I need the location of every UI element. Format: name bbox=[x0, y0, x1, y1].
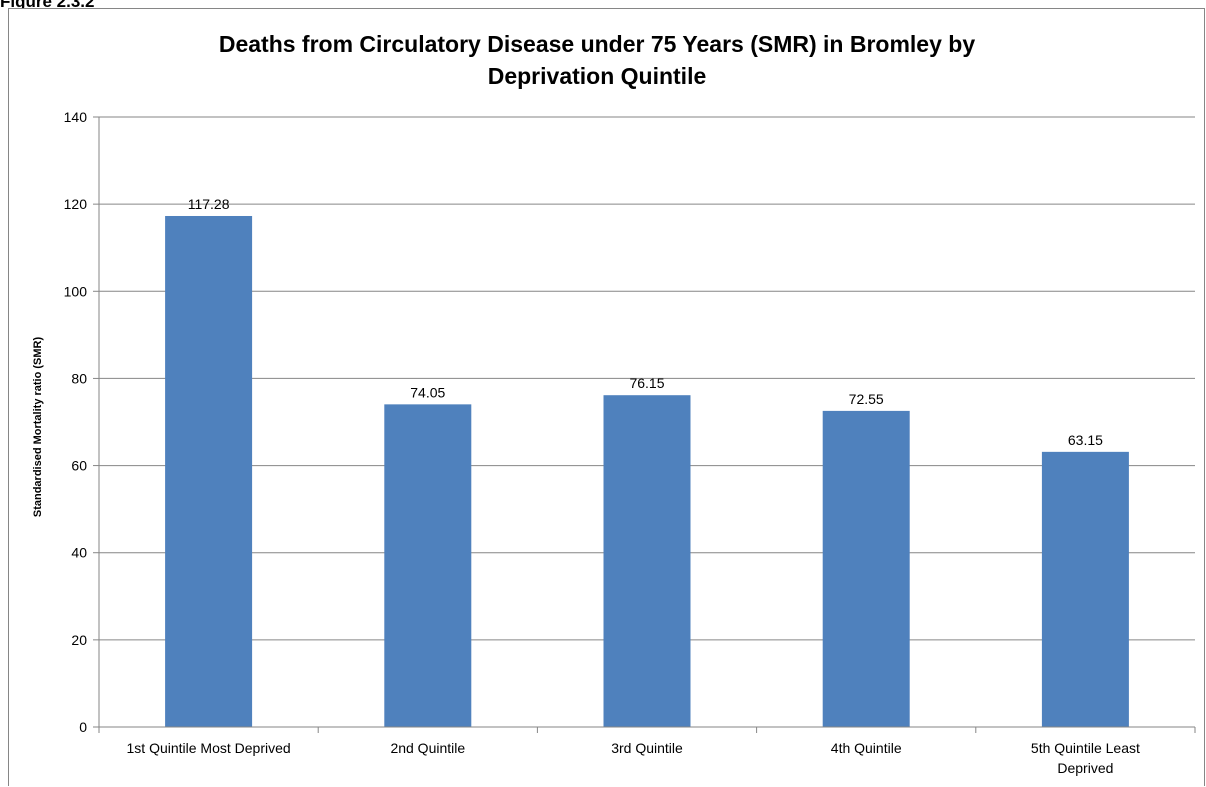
x-tick-label: 3rd Quintile bbox=[611, 740, 683, 756]
y-axis-label: Standardised Mortality ratio (SMR) bbox=[32, 337, 44, 518]
x-tick-labels: 1st Quintile Most Deprived 2nd Quintile 3r… bbox=[127, 740, 1140, 776]
bar bbox=[822, 410, 910, 727]
figure-label: Figure 2.3.2 bbox=[0, 0, 95, 11]
data-label: 72.55 bbox=[849, 391, 884, 407]
y-tick-label: 40 bbox=[71, 545, 87, 561]
x-tick-label: 5th Quintile Least bbox=[1031, 740, 1140, 756]
y-tick-label: 140 bbox=[64, 109, 88, 125]
bar bbox=[603, 395, 691, 727]
data-label: 117.28 bbox=[188, 196, 230, 212]
x-tick-label: 4th Quintile bbox=[831, 740, 902, 756]
chart-title: Deaths from Circulatory Disease under 75… bbox=[219, 31, 975, 89]
bar bbox=[1041, 451, 1129, 727]
x-tick-label: 1st Quintile Most Deprived bbox=[127, 740, 291, 756]
data-label: 76.15 bbox=[629, 375, 664, 391]
chart-frame: Deaths from Circulatory Disease under 75… bbox=[8, 8, 1205, 786]
x-tick-label: Deprived bbox=[1057, 760, 1113, 776]
y-tick-label: 120 bbox=[64, 196, 88, 212]
y-tick-label: 60 bbox=[71, 458, 87, 474]
bars bbox=[165, 215, 1129, 727]
y-tick-label: 20 bbox=[71, 632, 87, 648]
data-label: 63.15 bbox=[1068, 432, 1103, 448]
chart-title-line: Deprivation Quintile bbox=[488, 63, 707, 89]
y-tick-label: 80 bbox=[71, 370, 87, 386]
x-tick-label: 2nd Quintile bbox=[390, 740, 465, 756]
chart-title-line: Deaths from Circulatory Disease under 75… bbox=[219, 31, 975, 57]
axes bbox=[93, 116, 1196, 733]
bar-chart: Deaths from Circulatory Disease under 75… bbox=[32, 31, 1196, 776]
y-axis-title: Standardised Mortality ratio (SMR) bbox=[32, 337, 44, 518]
gridlines bbox=[99, 116, 1195, 641]
bar bbox=[165, 215, 253, 727]
bar bbox=[384, 404, 472, 727]
y-tick-label: 0 bbox=[79, 719, 87, 735]
data-labels: 117.28 74.05 76.15 72.55 63.15 bbox=[188, 196, 1103, 448]
data-label: 74.05 bbox=[410, 384, 445, 400]
y-tick-labels: 0 20 40 60 80 100 120 140 bbox=[64, 109, 88, 735]
y-tick-label: 100 bbox=[64, 283, 88, 299]
